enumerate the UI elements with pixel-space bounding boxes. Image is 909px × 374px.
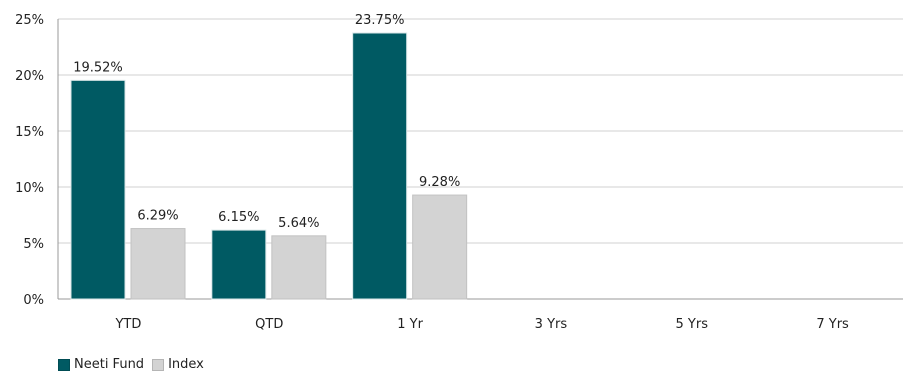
legend-swatch-index	[152, 358, 165, 371]
x-tick-label: YTD	[114, 317, 141, 332]
data-label: 23.75%	[355, 13, 405, 28]
x-tick-label: 5 Yrs	[676, 317, 709, 332]
y-tick-label: 10%	[15, 181, 44, 196]
legend-item-index[interactable]: Index	[152, 357, 204, 372]
x-tick-label: QTD	[255, 317, 283, 332]
x-tick-label: 1 Yr	[397, 317, 423, 332]
data-label: 6.29%	[137, 209, 178, 224]
data-label: 5.64%	[278, 216, 319, 231]
legend: Neeti Fund Index	[58, 357, 212, 372]
gridlines	[58, 18, 903, 300]
legend-label-fund: Neeti Fund	[74, 357, 145, 372]
bar[interactable]	[130, 228, 186, 300]
legend-swatch-fund	[58, 358, 70, 371]
x-axis: YTD QTD 1 Yr 3 Yrs 5 Yrs 7 Yrs	[114, 317, 849, 332]
y-axis: 0% 5% 10% 15% 20% 25%	[15, 13, 59, 308]
data-labels: 19.52% 6.29% 6.15% 5.64% 23.75% 9.28%	[73, 13, 460, 231]
y-tick-label: 15%	[15, 125, 44, 140]
y-tick-label: 5%	[23, 237, 44, 252]
bar[interactable]	[70, 79, 126, 300]
x-tick-label: 3 Yrs	[535, 317, 568, 332]
legend-item-fund[interactable]: Neeti Fund	[58, 357, 144, 372]
data-label: 19.52%	[73, 60, 123, 75]
bar[interactable]	[352, 32, 408, 300]
bar[interactable]	[271, 235, 327, 300]
x-tick-label: 7 Yrs	[816, 317, 849, 332]
legend-label-index: Index	[168, 357, 204, 372]
bars	[70, 32, 468, 300]
data-label: 9.28%	[419, 175, 460, 190]
bar[interactable]	[412, 194, 468, 300]
bar[interactable]	[211, 229, 267, 300]
data-label: 6.15%	[218, 210, 259, 225]
y-tick-label: 20%	[15, 69, 44, 84]
y-tick-label: 25%	[15, 13, 44, 28]
y-tick-label: 0%	[23, 293, 44, 308]
